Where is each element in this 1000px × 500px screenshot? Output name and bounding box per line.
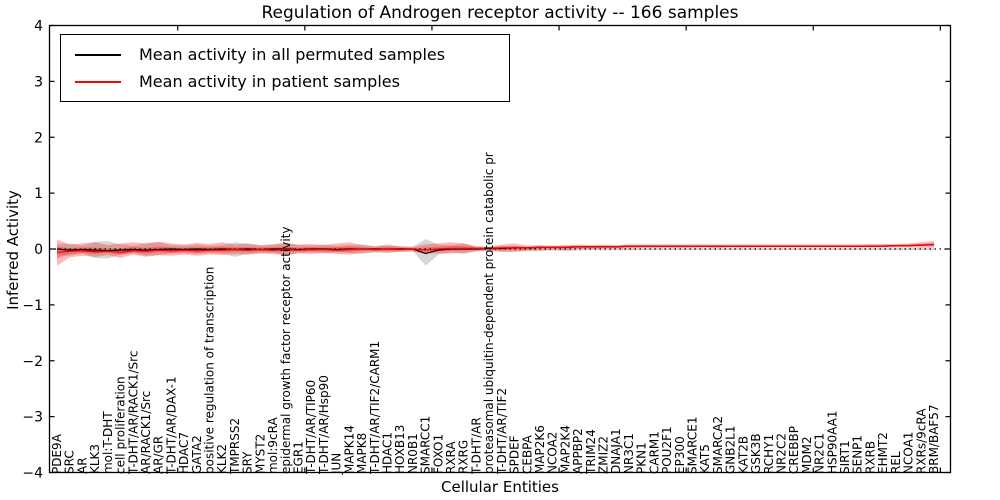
x-tick-label: cell proliferation (114, 376, 128, 474)
x-tick-label: epidermal growth factor receptor activit… (279, 227, 293, 474)
x-tick-label: mol:9cRA (266, 417, 280, 474)
x-tick-label: SMARCC1 (419, 416, 433, 474)
x-tick-label: POU2F1 (660, 426, 674, 474)
x-tick-label: NR3C1 (622, 433, 636, 474)
y-tick-label: 2 (34, 130, 43, 146)
y-tick-label: 4 (34, 19, 43, 35)
x-tick-label: MDM2 (800, 436, 814, 474)
x-tick-label: RXRs/9cRA (914, 408, 928, 474)
y-tick-label: −3 (22, 410, 43, 426)
x-tick-label: T-DHT/AR/TIF2 (495, 388, 509, 475)
x-tick-label: REL (889, 451, 903, 474)
x-tick-label: SIRT1 (838, 440, 852, 474)
x-tick-label: KAT2B (736, 436, 750, 474)
x-tick-label: EHMT2 (876, 432, 890, 474)
y-tick-label: −1 (22, 298, 43, 314)
x-tick-label: AR/GR (152, 436, 166, 474)
legend-item-label: Mean activity in all permuted samples (139, 45, 446, 64)
figure-title: Regulation of Androgen receptor activity… (261, 3, 739, 23)
x-tick-label: PDE9A (50, 433, 64, 474)
x-tick-label: HDAC1 (380, 432, 394, 474)
x-tick-label: SPDEF (508, 435, 522, 474)
x-tick-label: NR0B1 (406, 433, 420, 474)
x-tick-label: KLK2 (215, 444, 229, 474)
legend-line-sample-patient (75, 80, 121, 83)
x-tick-label: T-DHT/AR/TIP60 (304, 380, 318, 475)
legend-item-label: Mean activity in patient samples (139, 72, 400, 91)
x-tick-label: proteasomal ubiquitin-dependent protein … (482, 152, 496, 474)
x-tick-label: SMARCA2 (711, 416, 725, 474)
x-tick-label: GATA2 (190, 435, 204, 474)
x-tick-label: FOXO1 (431, 434, 445, 474)
x-tick-label: AR/RACK1/Src (139, 391, 153, 474)
x-tick-label: positive regulation of transcription (203, 267, 217, 474)
y-tick-label: −4 (22, 466, 43, 482)
x-tick-label: HDAC7 (177, 432, 191, 474)
x-tick-label: T-DHT/AR/DAX-1 (164, 376, 178, 475)
x-tick-label: TRIM24 (584, 429, 598, 475)
x-tick-label: CEBPA (520, 434, 534, 474)
x-tick-label: HSP90AA1 (825, 410, 839, 474)
x-tick-label: TMPRSS2 (228, 418, 242, 475)
x-tick-label: SMARCE1 (686, 416, 700, 474)
x-tick-label: SENP1 (851, 435, 865, 474)
x-tick-label: T-DHT/AR/RACK1/Src (126, 351, 140, 475)
x-tick-label: SRY (241, 451, 255, 474)
x-tick-label: mol:T-DHT (101, 411, 115, 474)
x-tick-label: MAP2K4 (558, 425, 572, 474)
x-tick-label: T-DHT/AR/Hsp90 (317, 375, 331, 475)
x-tick-label: PKN1 (635, 442, 649, 474)
x-tick-label: GNB2L1 (724, 426, 738, 474)
x-tick-label: KAT5 (698, 444, 712, 474)
y-tick-label: −2 (22, 354, 43, 370)
x-axis-label: Cellular Entities (441, 478, 559, 496)
x-tick-label: MAPK8 (355, 433, 369, 474)
x-tick-label: SRC (63, 450, 77, 474)
x-tick-label: EP300 (673, 436, 687, 474)
x-tick-label: T-DHT/AR/TIF2/CARM1 (368, 341, 382, 475)
x-tick-label: HOXB13 (393, 425, 407, 474)
patient-mean-line (56, 243, 935, 254)
x-tick-label: RXRA (444, 441, 458, 474)
x-tick-label: NCOA2 (546, 432, 560, 474)
permuted-band (57, 238, 934, 266)
legend-item-patient: Mean activity in patient samples (75, 68, 509, 95)
x-tick-label: BRM/BAF57 (927, 404, 941, 474)
legend: Mean activity in all permuted samples Me… (60, 34, 510, 102)
x-tick-label: T-DHT/AR (469, 417, 483, 475)
y-tick-label: 3 (34, 74, 43, 90)
x-tick-label: GSK3B (749, 433, 763, 474)
x-tick-label: MYST2 (253, 434, 267, 474)
y-tick-label: 0 (34, 242, 43, 258)
x-tick-label: CREBBP (787, 426, 801, 474)
patient-band-core (57, 243, 934, 259)
legend-line-sample-permuted (75, 53, 121, 56)
x-tick-label: NR2C1 (813, 433, 827, 474)
x-tick-label: RXRG (457, 440, 471, 474)
x-tick-label: AR (75, 457, 89, 474)
x-tick-label: EGR1 (291, 441, 305, 474)
legend-item-permuted: Mean activity in all permuted samples (75, 41, 509, 68)
x-tick-label: MAP2K6 (533, 425, 547, 474)
y-tick-label: 1 (34, 186, 43, 202)
x-tick-label: CARM1 (647, 431, 661, 474)
x-tick-label: DNAJA1 (609, 428, 623, 474)
x-tick-label: RCHY1 (762, 434, 776, 474)
x-tick-label: RXRB (863, 441, 877, 474)
x-tick-label: NCOA1 (902, 432, 916, 474)
x-tick-label: JUN (330, 453, 344, 475)
x-tick-label: KLK3 (88, 444, 102, 474)
x-tick-label: ZMIZ2 (597, 436, 611, 474)
x-tick-label: MAPK14 (342, 425, 356, 474)
x-tick-label: NR2C2 (774, 433, 788, 474)
x-tick-label: APPBP2 (571, 428, 585, 474)
